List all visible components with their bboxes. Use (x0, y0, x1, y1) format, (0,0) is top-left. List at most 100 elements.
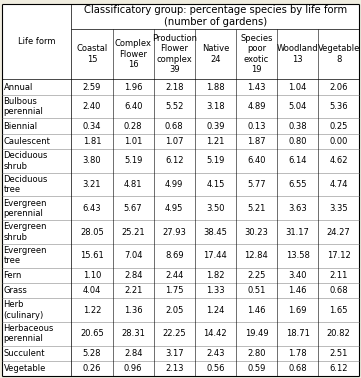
Text: 4.89: 4.89 (247, 102, 266, 111)
Text: 0.39: 0.39 (206, 122, 225, 131)
Text: 7.04: 7.04 (124, 251, 142, 260)
Text: Native
24: Native 24 (202, 44, 229, 64)
Text: 20.82: 20.82 (327, 329, 351, 338)
Text: Production
Flower
complex
39: Production Flower complex 39 (152, 34, 197, 74)
Text: 5.67: 5.67 (124, 204, 143, 213)
Text: Classificatory group: percentage species by life form
(number of gardens): Classificatory group: percentage species… (84, 5, 347, 27)
Text: 1.07: 1.07 (165, 137, 183, 146)
Text: 6.40: 6.40 (124, 102, 142, 111)
Text: 0.38: 0.38 (288, 122, 307, 131)
Text: 2.21: 2.21 (124, 286, 142, 295)
Text: 2.44: 2.44 (165, 271, 183, 280)
Text: 2.11: 2.11 (330, 271, 348, 280)
Text: Annual: Annual (4, 83, 33, 91)
Text: 1.87: 1.87 (247, 137, 266, 146)
Text: 31.17: 31.17 (286, 228, 309, 237)
Text: 4.15: 4.15 (206, 180, 225, 189)
Text: 6.43: 6.43 (83, 204, 101, 213)
Text: 3.50: 3.50 (206, 204, 225, 213)
Text: 1.04: 1.04 (288, 83, 307, 91)
Text: 2.43: 2.43 (206, 349, 225, 358)
Text: 15.61: 15.61 (80, 251, 104, 260)
Text: 4.95: 4.95 (165, 204, 183, 213)
Text: 25.21: 25.21 (121, 228, 145, 237)
Text: 38.45: 38.45 (203, 228, 227, 237)
Text: 5.19: 5.19 (206, 156, 225, 165)
Text: 5.77: 5.77 (247, 180, 266, 189)
Text: 4.62: 4.62 (329, 156, 348, 165)
Text: 28.05: 28.05 (80, 228, 104, 237)
Text: 1.36: 1.36 (124, 305, 143, 314)
Text: Evergreen
tree: Evergreen tree (4, 246, 47, 265)
Text: 0.59: 0.59 (247, 364, 266, 373)
Text: 2.59: 2.59 (83, 83, 101, 91)
Text: 0.68: 0.68 (288, 364, 307, 373)
Text: 18.71: 18.71 (286, 329, 309, 338)
Text: 0.13: 0.13 (247, 122, 266, 131)
Text: 1.82: 1.82 (206, 271, 225, 280)
Text: 0.28: 0.28 (124, 122, 142, 131)
Text: 0.34: 0.34 (83, 122, 101, 131)
Text: 2.40: 2.40 (83, 102, 101, 111)
Text: 1.10: 1.10 (83, 271, 101, 280)
Text: 6.55: 6.55 (288, 180, 307, 189)
Text: 4.99: 4.99 (165, 180, 183, 189)
Text: Vegetable: Vegetable (4, 364, 46, 373)
Text: 12.84: 12.84 (244, 251, 268, 260)
Text: 14.42: 14.42 (204, 329, 227, 338)
Text: 0.56: 0.56 (206, 364, 225, 373)
Text: 1.46: 1.46 (288, 286, 307, 295)
Text: Biennial: Biennial (4, 122, 38, 131)
Text: 2.80: 2.80 (247, 349, 266, 358)
Text: 0.80: 0.80 (288, 137, 307, 146)
Text: 1.22: 1.22 (83, 305, 101, 314)
Text: 30.23: 30.23 (244, 228, 268, 237)
Text: 0.25: 0.25 (330, 122, 348, 131)
Text: 19.49: 19.49 (245, 329, 268, 338)
Text: 0.26: 0.26 (83, 364, 101, 373)
Text: 24.27: 24.27 (327, 228, 351, 237)
Text: 3.80: 3.80 (83, 156, 101, 165)
Text: Life form: Life form (18, 37, 55, 46)
Text: 2.51: 2.51 (330, 349, 348, 358)
Text: 3.18: 3.18 (206, 102, 225, 111)
Text: 1.75: 1.75 (165, 286, 183, 295)
Text: 2.25: 2.25 (247, 271, 266, 280)
Text: 1.43: 1.43 (247, 83, 266, 91)
Text: Herbaceous
perennial: Herbaceous perennial (4, 324, 54, 344)
Text: 3.21: 3.21 (83, 180, 101, 189)
Text: 1.21: 1.21 (206, 137, 225, 146)
Text: Deciduous
shrub: Deciduous shrub (4, 151, 48, 170)
Text: 22.25: 22.25 (162, 329, 186, 338)
Text: 5.21: 5.21 (247, 204, 266, 213)
Text: 0.96: 0.96 (124, 364, 142, 373)
Text: Vegetable
8: Vegetable 8 (317, 44, 360, 64)
Text: Herb
(culinary): Herb (culinary) (4, 300, 44, 320)
Text: 6.40: 6.40 (247, 156, 266, 165)
Text: 17.12: 17.12 (327, 251, 351, 260)
Text: 0.00: 0.00 (330, 137, 348, 146)
Text: Evergreen
perennial: Evergreen perennial (4, 198, 47, 218)
Text: 1.01: 1.01 (124, 137, 142, 146)
Text: 17.44: 17.44 (204, 251, 227, 260)
Text: Grass: Grass (4, 286, 27, 295)
Text: 2.13: 2.13 (165, 364, 183, 373)
Text: 1.24: 1.24 (206, 305, 225, 314)
Text: 3.40: 3.40 (288, 271, 307, 280)
Text: 13.58: 13.58 (286, 251, 309, 260)
Text: 1.69: 1.69 (288, 305, 307, 314)
Text: 1.65: 1.65 (329, 305, 348, 314)
Text: 1.96: 1.96 (124, 83, 142, 91)
Text: 1.88: 1.88 (206, 83, 225, 91)
Text: 0.68: 0.68 (165, 122, 183, 131)
Text: 2.84: 2.84 (124, 349, 142, 358)
Text: 27.93: 27.93 (162, 228, 186, 237)
Text: Complex
Flower
16: Complex Flower 16 (115, 39, 152, 69)
Text: Deciduous
tree: Deciduous tree (4, 175, 48, 194)
Text: Evergreen
shrub: Evergreen shrub (4, 222, 47, 242)
Text: 3.35: 3.35 (329, 204, 348, 213)
Text: 5.52: 5.52 (165, 102, 183, 111)
Text: Bulbous
perennial: Bulbous perennial (4, 97, 43, 116)
Text: 20.65: 20.65 (80, 329, 104, 338)
Text: 2.18: 2.18 (165, 83, 183, 91)
